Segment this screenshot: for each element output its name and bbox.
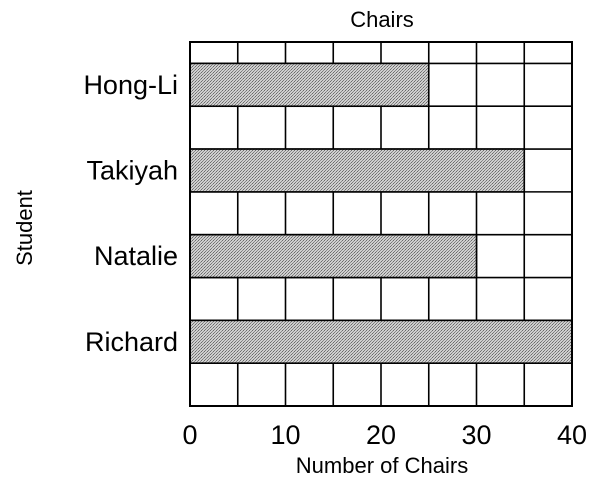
y-tick-label: Richard <box>85 327 178 357</box>
y-tick-label: Natalie <box>94 241 178 271</box>
x-tick-labels: 0 10 20 30 40 <box>182 420 587 450</box>
plot-frame <box>189 41 573 407</box>
x-tick-label: 10 <box>270 420 300 450</box>
x-tick-label: 20 <box>366 420 396 450</box>
x-tick-label: 40 <box>557 420 587 450</box>
bar-hong-li <box>189 62 430 108</box>
bar-richard <box>189 319 573 364</box>
x-tick-label: 0 <box>182 420 197 450</box>
y-tick-label: Takiyah <box>86 155 178 185</box>
y-tick-label: Hong-Li <box>83 70 178 100</box>
chart-title: Chairs <box>350 7 414 32</box>
bar-natalie <box>189 233 478 279</box>
y-axis-label: Student <box>12 190 37 266</box>
y-tick-labels: Hong-Li Takiyah Natalie Richard <box>83 70 178 357</box>
x-axis-label: Number of Chairs <box>296 453 468 478</box>
x-tick-label: 30 <box>461 420 491 450</box>
bar-takiyah <box>189 148 526 193</box>
plot-border <box>189 41 573 407</box>
bars <box>189 62 573 364</box>
